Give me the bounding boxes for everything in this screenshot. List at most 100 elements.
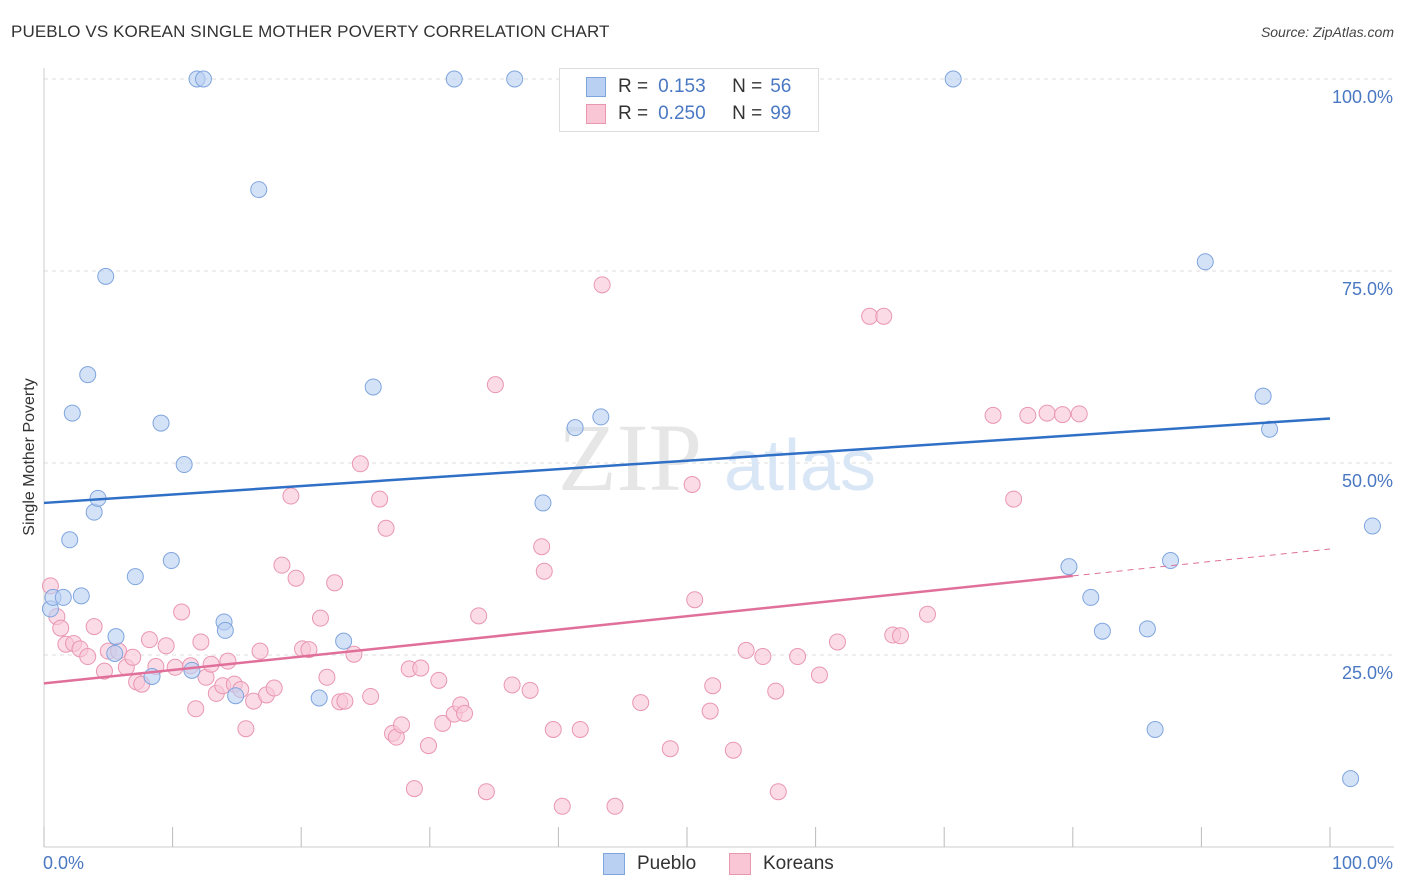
watermark-atlas: atlas <box>724 426 876 506</box>
legend-row-pueblo: R = 0.153 N = 56 <box>586 75 791 99</box>
r-label: R = <box>618 76 649 97</box>
koreans-point <box>701 702 719 720</box>
pueblo-point <box>944 70 962 88</box>
n-value: 99 <box>770 103 792 124</box>
koreans-point <box>79 648 97 666</box>
pueblo-point <box>566 419 584 437</box>
koreans-point <box>52 619 70 637</box>
pueblo-point <box>534 494 552 512</box>
source-label: Source: ZipAtlas.com <box>1260 24 1394 40</box>
koreans-point <box>686 591 704 609</box>
pueblo-point <box>1363 517 1381 535</box>
pueblo-trend-line <box>43 417 1331 505</box>
pueblo-point <box>175 456 193 474</box>
r-value: 0.250 <box>658 103 706 124</box>
n-label: N = <box>732 76 763 97</box>
koreans-point <box>187 700 205 718</box>
koreans-point <box>810 666 828 684</box>
koreans-point <box>434 714 452 732</box>
pueblo-point <box>227 687 245 705</box>
pueblo-point <box>1138 620 1156 638</box>
pueblo-point <box>592 408 610 426</box>
koreans-point <box>405 780 423 798</box>
koreans-point <box>503 676 521 694</box>
koreans-points <box>41 276 1088 815</box>
koreans-point <box>769 783 787 801</box>
pueblo-point <box>1093 622 1111 640</box>
koreans-point <box>521 681 539 699</box>
pueblo-point <box>1060 558 1078 576</box>
pueblo-point <box>106 644 124 662</box>
koreans-point <box>345 645 363 663</box>
axes <box>43 68 1394 848</box>
koreans-point <box>737 641 755 659</box>
x-tick-label: 0.0% <box>43 853 84 873</box>
koreans-point <box>251 642 269 660</box>
koreans-point <box>661 740 679 758</box>
koreans-point <box>553 797 571 815</box>
koreans-point <box>1038 404 1056 422</box>
koreans-trend-extension <box>1072 548 1331 577</box>
koreans-point <box>282 487 300 505</box>
koreans-point <box>828 633 846 651</box>
koreans-point <box>456 704 474 722</box>
koreans-point <box>326 574 344 592</box>
koreans-point <box>265 679 283 697</box>
legend-item-koreans[interactable]: Koreans <box>729 851 834 877</box>
y-tick-label: 75.0% <box>1342 279 1393 299</box>
koreans-point <box>393 716 411 734</box>
pueblo-point <box>216 621 234 639</box>
pueblo-point <box>335 632 353 650</box>
koreans-point <box>861 307 879 325</box>
pueblo-point <box>61 531 79 549</box>
koreans-point <box>318 668 336 686</box>
legend-label: Koreans <box>763 853 834 874</box>
y-axis-title: Single Mother Poverty <box>21 378 38 535</box>
koreans-point <box>192 633 210 651</box>
koreans-point <box>544 720 562 738</box>
pueblo-point <box>126 568 144 586</box>
n-value: 56 <box>770 76 792 97</box>
pueblo-swatch <box>586 77 606 97</box>
koreans-point <box>1005 490 1023 508</box>
koreans-point <box>173 603 191 621</box>
pueblo-swatch <box>603 853 625 875</box>
pueblo-point <box>152 414 170 432</box>
koreans-point <box>351 455 369 473</box>
koreans-point <box>891 627 909 645</box>
r-value: 0.153 <box>658 76 706 97</box>
pueblo-point <box>194 70 212 88</box>
trend-lines <box>43 417 1331 685</box>
koreans-point <box>789 648 807 666</box>
pueblo-point <box>250 181 268 199</box>
pueblo-point <box>162 552 180 570</box>
pueblo-point <box>506 70 524 88</box>
pueblo-point <box>1254 387 1272 405</box>
koreans-point <box>95 662 113 680</box>
koreans-point <box>300 641 318 659</box>
pueblo-point <box>72 587 90 605</box>
y-tick-label: 100.0% <box>1332 87 1393 107</box>
koreans-point <box>124 648 142 666</box>
koreans-point <box>273 556 291 574</box>
koreans-point <box>430 671 448 689</box>
koreans-point <box>412 659 430 677</box>
koreans-point <box>875 307 893 325</box>
legend-item-pueblo[interactable]: Pueblo <box>603 851 696 877</box>
pueblo-point <box>79 366 97 384</box>
koreans-point <box>632 694 650 712</box>
pueblo-point <box>1342 770 1360 788</box>
koreans-swatch <box>586 104 606 124</box>
koreans-point <box>377 519 395 537</box>
y-tick-label: 25.0% <box>1342 663 1393 683</box>
pueblo-points <box>41 70 1381 788</box>
koreans-point <box>724 741 742 759</box>
koreans-point <box>571 720 589 738</box>
koreans-point <box>1019 406 1037 424</box>
koreans-point <box>166 658 184 676</box>
koreans-point <box>140 631 158 649</box>
watermark-zip: ZIP <box>558 404 702 511</box>
koreans-point <box>984 406 1002 424</box>
koreans-point <box>704 677 722 695</box>
